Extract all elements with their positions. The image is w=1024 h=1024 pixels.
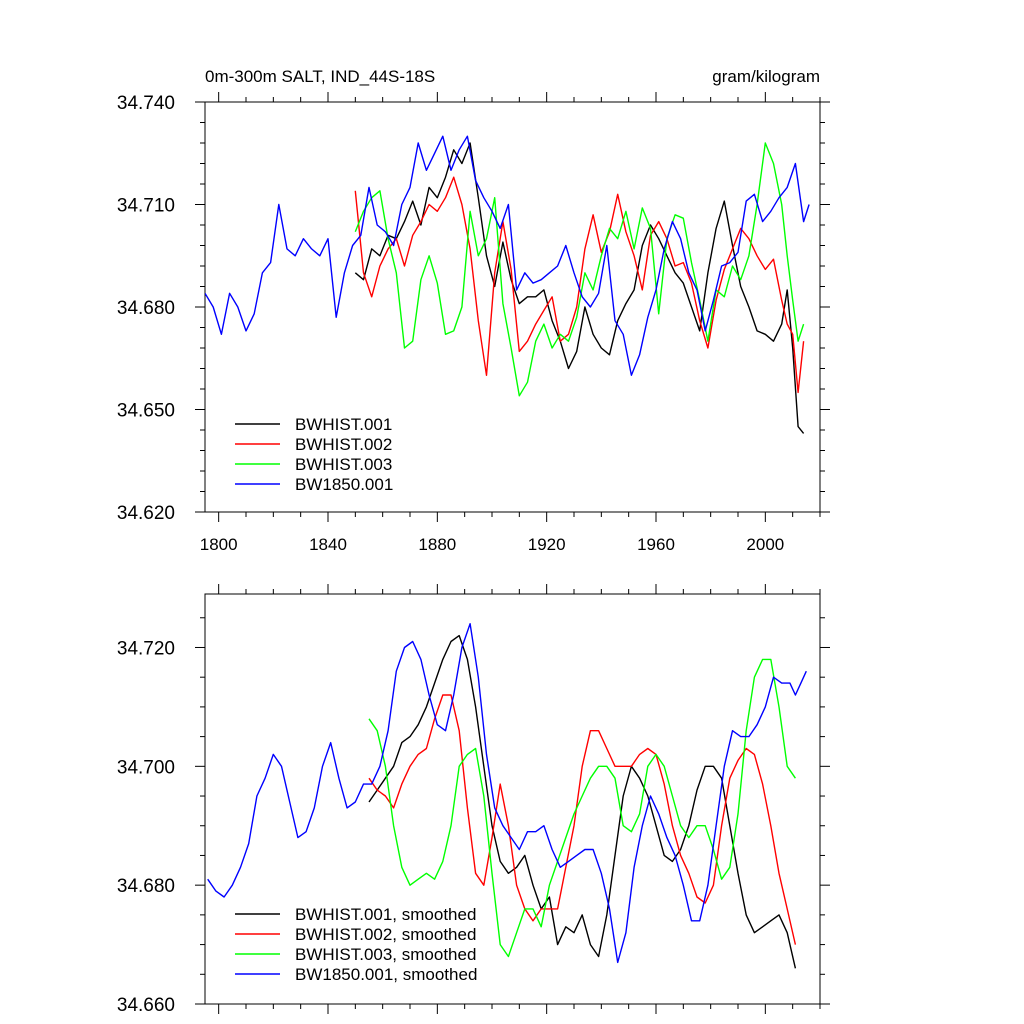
y-tick-label: 34.710 [117,196,175,217]
series-line-4 [205,135,810,376]
y-tick-label: 34.700 [117,757,175,778]
series-line-1 [354,142,805,434]
series-line-1 [368,634,797,969]
plot-frame [204,593,821,1005]
series-line-3 [368,658,796,958]
series-line-4 [207,623,807,964]
y-tick-label: 34.740 [117,93,175,114]
x-tick-label: 1840 [309,535,347,554]
bottom-panel: 34.660 34.680 34.700 34.720 BWHIST.001, smoo… [117,584,830,1016]
legend-label-2: BWHIST.002, smoothed [295,925,476,944]
legend-label-1: BWHIST.001 [295,415,392,434]
series-line-2 [354,176,805,394]
legend-label-4: BW1850.001, smoothed [295,965,477,984]
top-panel: 0m-300m SALT, IND_44S-18S gram/kilogram … [117,67,830,554]
x-tick-label: 1880 [418,535,456,554]
legend-label-2: BWHIST.002 [295,435,392,454]
y-tick-label: 34.720 [117,638,175,659]
top-panel-units: gram/kilogram [712,67,820,86]
x-tick-label: 2000 [746,535,784,554]
top-panel-title: 0m-300m SALT, IND_44S-18S [205,67,435,86]
y-tick-label: 34.680 [117,876,175,897]
y-tick-label: 34.650 [117,401,175,422]
y-tick-label: 34.620 [117,503,175,524]
x-tick-label: 1960 [637,535,675,554]
series-line-2 [368,694,797,945]
series-line-3 [354,142,805,397]
y-tick-label: 34.660 [117,995,175,1016]
x-tick-label: 1920 [528,535,566,554]
legend-label-3: BWHIST.003 [295,455,392,474]
legend-label-4: BW1850.001 [295,475,393,494]
y-tick-label: 34.680 [117,298,175,319]
x-tick-label: 1800 [200,535,238,554]
legend-label-1: BWHIST.001, smoothed [295,905,476,924]
legend-label-3: BWHIST.003, smoothed [295,945,476,964]
